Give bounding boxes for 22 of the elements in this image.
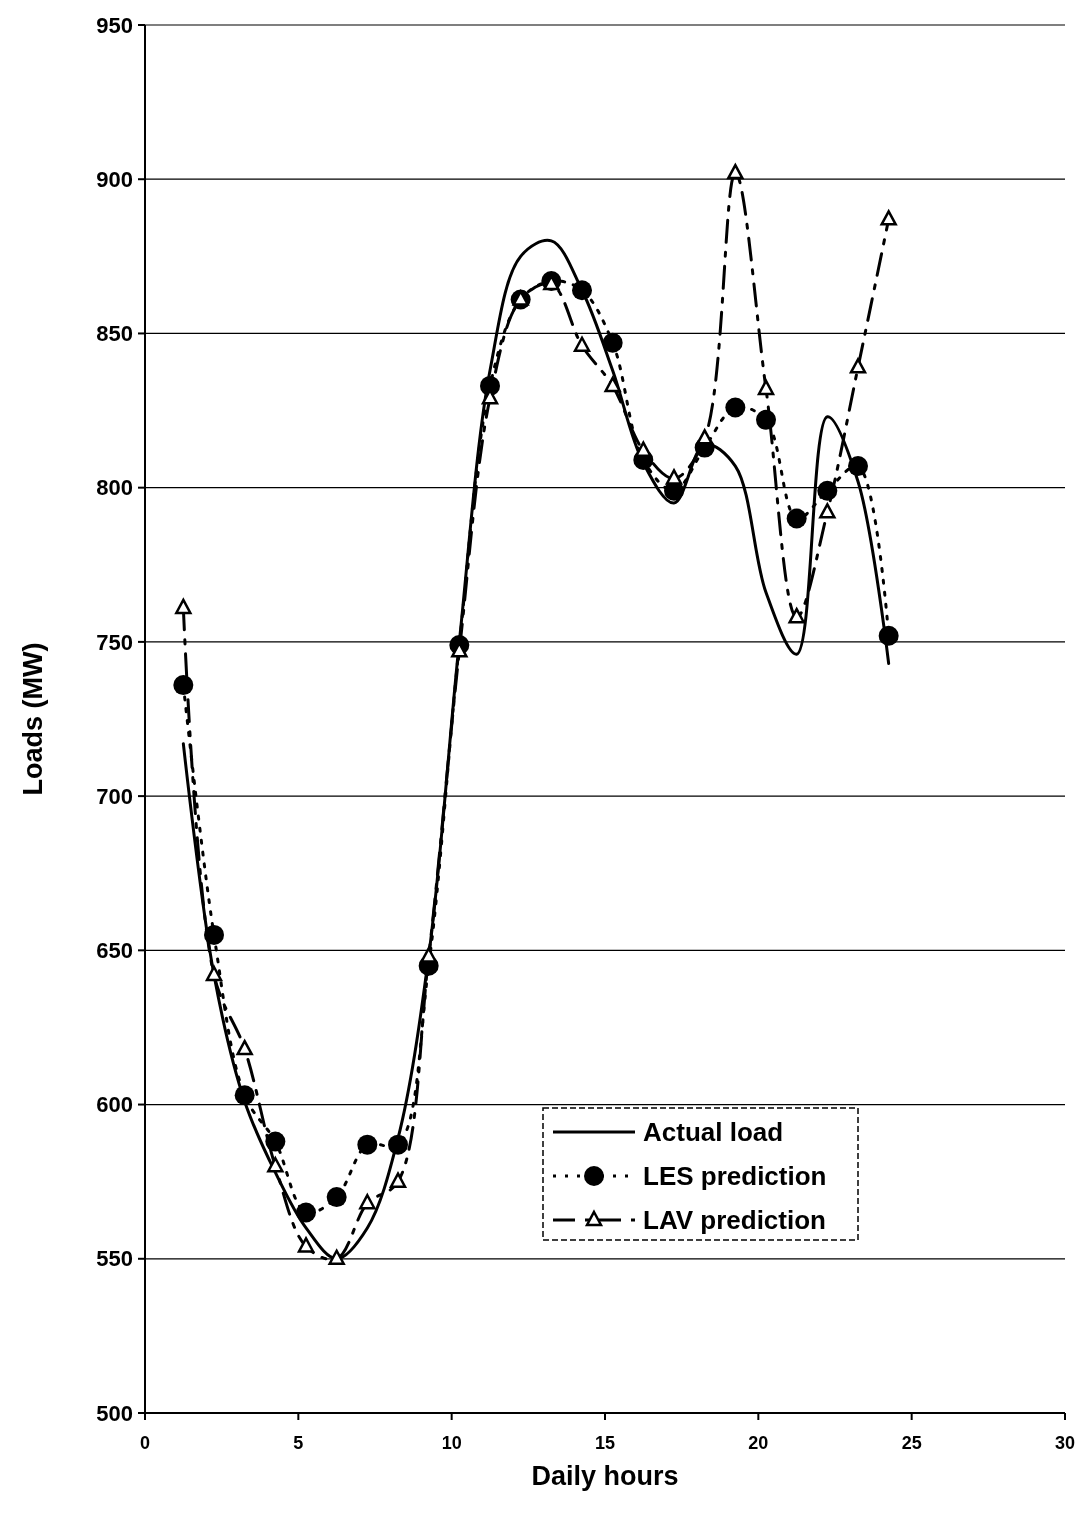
y-axis-title: Loads (MW) — [18, 642, 48, 796]
legend-label: LES prediction — [643, 1161, 827, 1192]
x-tick-label: 5 — [293, 1433, 304, 1453]
x-tick-label: 15 — [594, 1433, 616, 1453]
y-tick-label: 650 — [96, 938, 133, 964]
y-tick-label: 500 — [96, 1400, 133, 1426]
y-tick-label: 700 — [96, 783, 133, 809]
x-tick-label: 30 — [1054, 1433, 1076, 1453]
y-tick-label: 550 — [96, 1246, 133, 1272]
y-tick-label: 600 — [96, 1092, 133, 1118]
y-tick-label: 800 — [96, 475, 133, 501]
y-tick-label: 850 — [96, 321, 133, 347]
y-tick-label: 750 — [96, 629, 133, 655]
y-tick-label: 900 — [96, 166, 133, 192]
x-tick-label: 25 — [901, 1433, 922, 1453]
x-tick-label: 20 — [748, 1433, 769, 1453]
legend-label: Actual load — [643, 1117, 784, 1148]
x-axis-title: Daily hours — [531, 1461, 679, 1491]
y-tick-label: 950 — [96, 12, 133, 38]
x-tick-label: 10 — [441, 1433, 462, 1453]
legend-label: LAV prediction — [643, 1205, 826, 1236]
x-tick-label: 0 — [139, 1433, 151, 1453]
